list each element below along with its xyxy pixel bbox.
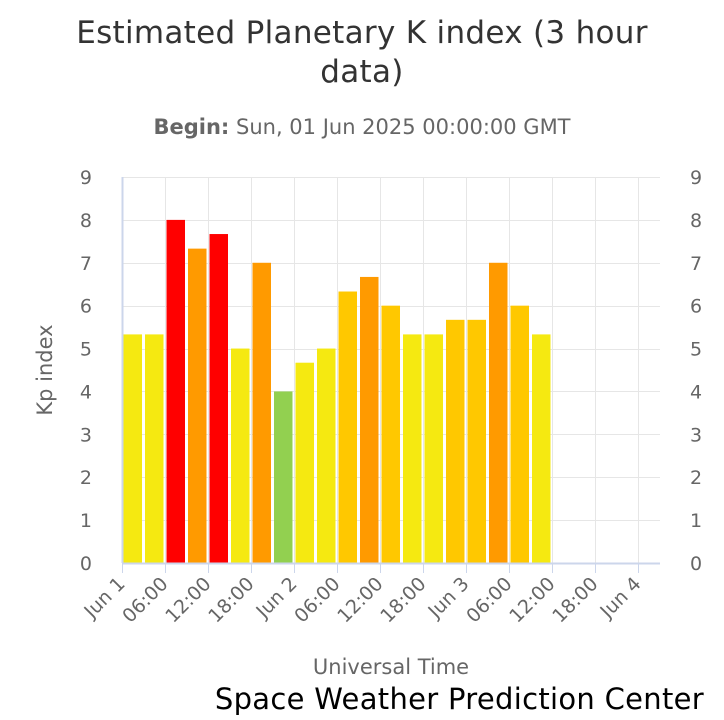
y-tick-label-right: 1 bbox=[690, 510, 702, 532]
y-tick-label-left: 0 bbox=[80, 553, 92, 575]
y-tick-label-right: 9 bbox=[690, 167, 702, 189]
kp-bar bbox=[381, 305, 400, 563]
kp-bar bbox=[209, 234, 228, 563]
kp-bar bbox=[317, 348, 336, 563]
y-tick-label-right: 3 bbox=[690, 424, 702, 446]
x-tick-label: 18:00 bbox=[204, 573, 258, 627]
y-axis-title: Kp index bbox=[33, 324, 57, 415]
kp-bar bbox=[338, 291, 357, 563]
y-tick-label-left: 8 bbox=[80, 210, 92, 232]
x-tick-label: 12:00 bbox=[161, 573, 215, 627]
chart-title: Estimated Planetary K index (3 hour data… bbox=[76, 15, 648, 90]
x-tick-label: 12:00 bbox=[333, 573, 387, 627]
kp-bar bbox=[424, 334, 443, 563]
y-tick-label-right: 5 bbox=[690, 339, 702, 361]
kp-bar bbox=[188, 248, 207, 563]
y-tick-label-left: 9 bbox=[80, 167, 92, 189]
y-tick-label-right: 2 bbox=[690, 467, 702, 489]
x-tick-label: Jun 4 bbox=[595, 573, 645, 623]
y-tick-label-left: 3 bbox=[80, 424, 92, 446]
y-tick-label-left: 5 bbox=[80, 339, 92, 361]
y-tick-label-left: 4 bbox=[80, 381, 92, 403]
chart-subtitle: Begin: Sun, 01 Jun 2025 00:00:00 GMT bbox=[0, 115, 724, 139]
subtitle-value: Sun, 01 Jun 2025 00:00:00 GMT bbox=[236, 115, 571, 139]
kp-bar bbox=[446, 319, 465, 563]
y-tick-label-left: 7 bbox=[80, 253, 92, 275]
kp-bar bbox=[231, 348, 250, 563]
x-tick-label: 06:00 bbox=[290, 573, 344, 627]
subtitle-label: Begin: bbox=[153, 115, 230, 139]
x-tick-label: 18:00 bbox=[548, 573, 602, 627]
x-tick-label: 06:00 bbox=[118, 573, 172, 627]
x-tick-label: 06:00 bbox=[462, 573, 516, 627]
kp-bar bbox=[403, 334, 422, 563]
kp-bar bbox=[252, 262, 271, 563]
y-tick-label-left: 1 bbox=[80, 510, 92, 532]
y-tick-label-right: 8 bbox=[690, 210, 702, 232]
credit-text: Space Weather Prediction Center bbox=[214, 682, 704, 716]
y-tick-label-left: 6 bbox=[80, 296, 92, 318]
x-tick-label: 12:00 bbox=[505, 573, 559, 627]
kp-bar bbox=[145, 334, 164, 563]
kp-bar bbox=[510, 305, 529, 563]
x-tick-label: 18:00 bbox=[376, 573, 430, 627]
kp-bar bbox=[123, 334, 142, 563]
y-tick-label-right: 7 bbox=[690, 253, 702, 275]
kp-bar bbox=[295, 362, 314, 563]
x-axis-title: Universal Time bbox=[313, 655, 469, 679]
y-tick-label-right: 6 bbox=[690, 296, 702, 318]
kp-bar bbox=[166, 219, 185, 563]
kp-bar bbox=[532, 334, 551, 563]
y-tick-label-left: 2 bbox=[80, 467, 92, 489]
kp-bar bbox=[274, 391, 293, 563]
kp-bar bbox=[467, 319, 486, 563]
kp-bar bbox=[489, 262, 508, 563]
y-tick-label-right: 0 bbox=[690, 553, 702, 575]
y-tick-label-right: 4 bbox=[690, 381, 702, 403]
kp-bar bbox=[360, 276, 379, 563]
